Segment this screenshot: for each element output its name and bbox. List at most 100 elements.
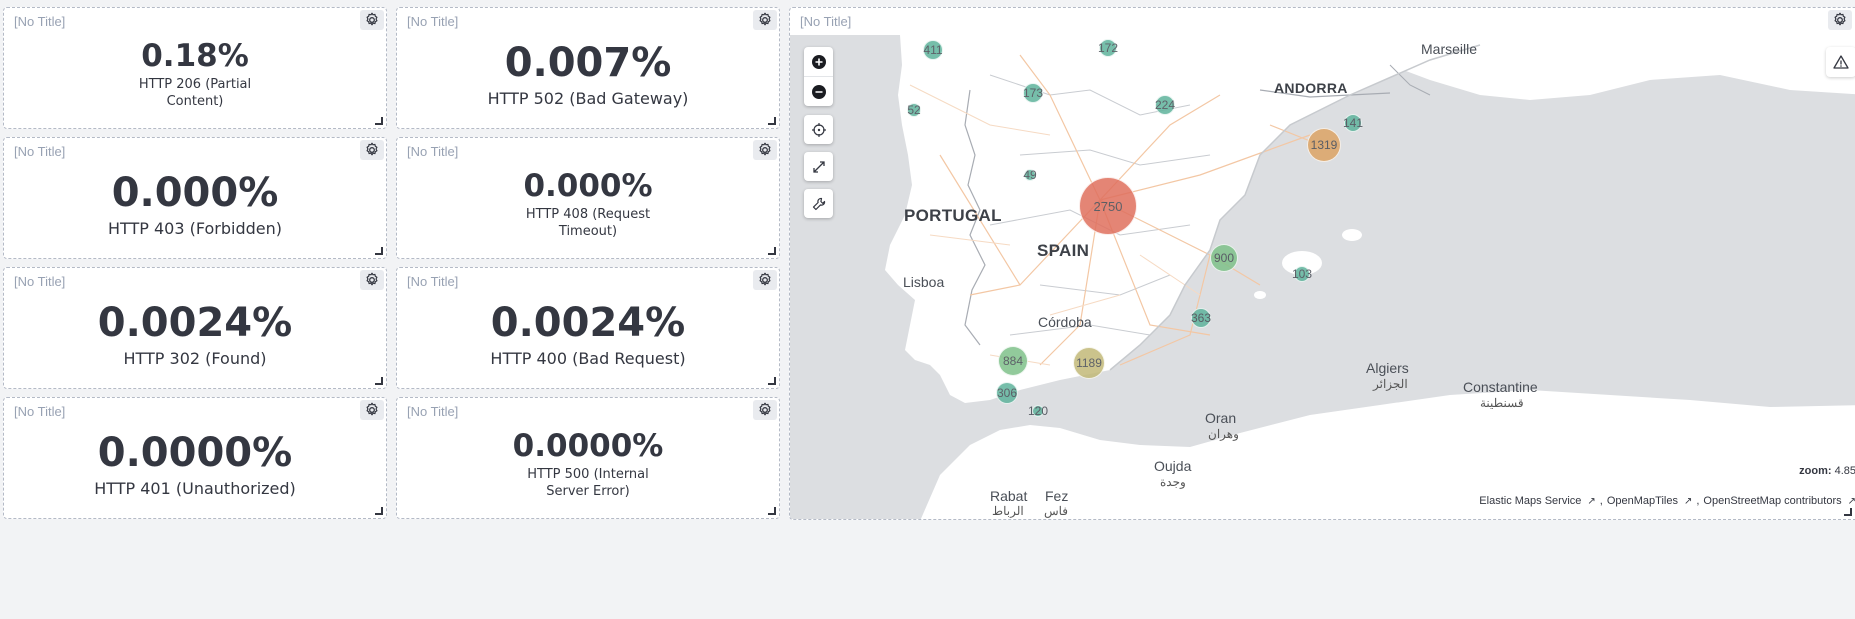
gear-icon — [366, 142, 378, 156]
zoom-in-button[interactable] — [804, 47, 833, 76]
panel-title: [No Title] — [407, 144, 459, 159]
resize-handle[interactable] — [768, 377, 776, 385]
map-cluster-marker[interactable]: 2750 — [1079, 177, 1137, 235]
map-cluster-marker[interactable]: 141 — [1342, 114, 1364, 132]
panel-options-button[interactable] — [360, 140, 384, 160]
tools-button[interactable] — [804, 189, 833, 218]
place-label-oran-ar: وهران — [1208, 427, 1239, 441]
panel-options-button[interactable] — [360, 400, 384, 420]
map-cluster-marker[interactable]: 1319 — [1307, 128, 1341, 162]
zoom-controls — [804, 47, 833, 106]
metric-content: 0.0024% HTTP 400 (Bad Request) — [397, 290, 779, 380]
panel-options-button[interactable] — [753, 400, 777, 420]
metric-value: 0.0000% — [97, 430, 293, 477]
metric-content: 0.007% HTTP 502 (Bad Gateway) — [397, 30, 779, 120]
metric-content: 0.0000% HTTP 500 (Internal Server Error) — [397, 420, 779, 510]
gear-icon — [366, 402, 378, 416]
metric-panel: [No Title] 0.0000% HTTP 500 (Internal Se… — [396, 397, 780, 519]
map-attribution: Elastic Maps Service ↗, OpenMapTiles ↗, … — [1479, 495, 1855, 507]
panel-options-button[interactable] — [360, 10, 384, 30]
map-cluster-marker[interactable]: 172 — [1097, 39, 1119, 57]
map-canvas[interactable]: PORTUGAL SPAIN ANDORRA Lisboa Córdoba Ma… — [790, 35, 1855, 519]
expand-icon — [812, 160, 825, 173]
resize-handle[interactable] — [1844, 508, 1852, 516]
gear-icon — [759, 402, 771, 416]
place-label-algiers-ar: الجزائر — [1373, 377, 1408, 391]
place-label-spain: SPAIN — [1037, 241, 1090, 260]
zoom-readout: zoom: 4.85 — [1799, 465, 1855, 477]
map-cluster-marker[interactable]: 884 — [998, 346, 1028, 376]
map-basemap — [790, 35, 1855, 519]
metric-value: 0.18% — [141, 38, 249, 75]
metric-content: 0.0024% HTTP 302 (Found) — [4, 290, 386, 380]
warning-icon — [1833, 55, 1849, 69]
metric-panel: [No Title] 0.0024% HTTP 302 (Found) — [3, 267, 387, 389]
metric-panel: [No Title] 0.000% HTTP 408 (Request Time… — [396, 137, 780, 259]
metric-value: 0.0024% — [490, 300, 686, 347]
zoom-value: 4.85 — [1834, 465, 1855, 477]
minus-icon — [811, 84, 826, 99]
map-cluster-marker[interactable]: 52 — [907, 103, 921, 117]
metric-label: HTTP 302 (Found) — [123, 348, 267, 368]
metric-content: 0.0000% HTTP 401 (Unauthorized) — [4, 420, 386, 510]
wrench-icon — [812, 197, 825, 210]
resize-handle[interactable] — [768, 117, 776, 125]
resize-handle[interactable] — [375, 377, 383, 385]
panel-options-button[interactable] — [753, 140, 777, 160]
metric-panel: [No Title] 0.18% HTTP 206 (Partial Conte… — [3, 7, 387, 129]
metric-label: HTTP 502 (Bad Gateway) — [487, 88, 689, 108]
map-panel: [No Title] — [789, 7, 1855, 520]
panel-title: [No Title] — [14, 274, 66, 289]
place-label-andorra: ANDORRA — [1274, 80, 1348, 96]
map-cluster-marker[interactable]: 224 — [1155, 95, 1175, 115]
map-cluster-marker[interactable]: 1189 — [1073, 347, 1105, 379]
external-link-icon: ↗ — [1848, 496, 1855, 507]
metric-label: HTTP 206 (Partial Content) — [138, 77, 252, 110]
map-cluster-marker[interactable]: 411 — [923, 40, 943, 60]
place-label-fez-ar: فاس — [1044, 504, 1069, 518]
map-cluster-marker[interactable]: 900 — [1210, 244, 1238, 272]
metric-panel: [No Title] 0.0024% HTTP 400 (Bad Request… — [396, 267, 780, 389]
panel-title: [No Title] — [407, 274, 459, 289]
map-cluster-marker[interactable]: 49 — [1023, 168, 1037, 182]
metric-label: HTTP 400 (Bad Request) — [490, 348, 686, 368]
map-cluster-marker[interactable]: 173 — [1023, 83, 1043, 103]
metric-value: 0.007% — [504, 40, 672, 87]
gear-icon — [1834, 12, 1846, 26]
panel-options-button[interactable] — [753, 270, 777, 290]
plus-icon — [811, 54, 826, 69]
resize-handle[interactable] — [768, 507, 776, 515]
zoom-out-button[interactable] — [804, 76, 833, 106]
gear-icon — [366, 12, 378, 26]
attribution-link-osm[interactable]: OpenStreetMap contributors — [1703, 495, 1842, 507]
resize-handle[interactable] — [375, 247, 383, 255]
metric-label: HTTP 403 (Forbidden) — [107, 218, 283, 238]
metric-content: 0.18% HTTP 206 (Partial Content) — [4, 30, 386, 120]
map-cluster-marker[interactable]: 120 — [1027, 404, 1049, 418]
panel-options-button[interactable] — [1828, 10, 1852, 30]
panel-options-button[interactable] — [360, 270, 384, 290]
place-label-lisboa: Lisboa — [903, 274, 945, 290]
zoom-label: zoom: — [1799, 465, 1832, 477]
map-cluster-marker[interactable]: 103 — [1291, 266, 1313, 282]
place-label-constantine-ar: قسنطينة — [1480, 396, 1524, 410]
metric-panel: [No Title] 0.000% HTTP 403 (Forbidden) — [3, 137, 387, 259]
fullscreen-button[interactable] — [804, 152, 833, 181]
panel-title: [No Title] — [407, 14, 459, 29]
map-cluster-marker[interactable]: 363 — [1191, 308, 1211, 328]
metric-label: HTTP 408 (Request Timeout) — [525, 207, 651, 240]
panel-options-button[interactable] — [753, 10, 777, 30]
resize-handle[interactable] — [768, 247, 776, 255]
metric-value: 0.0000% — [512, 428, 664, 465]
resize-handle[interactable] — [375, 117, 383, 125]
attribution-link-ems[interactable]: Elastic Maps Service — [1479, 495, 1582, 507]
external-link-icon: ↗ — [1683, 495, 1693, 507]
place-label-marseille: Marseille — [1421, 41, 1478, 57]
place-label-cordoba: Córdoba — [1038, 314, 1092, 330]
layer-warning-button[interactable] — [1826, 47, 1855, 77]
attribution-link-openmaptiles[interactable]: OpenMapTiles — [1606, 495, 1678, 507]
set-view-button[interactable] — [804, 115, 833, 144]
panel-title: [No Title] — [14, 14, 66, 29]
resize-handle[interactable] — [375, 507, 383, 515]
map-cluster-marker[interactable]: 306 — [996, 382, 1018, 404]
